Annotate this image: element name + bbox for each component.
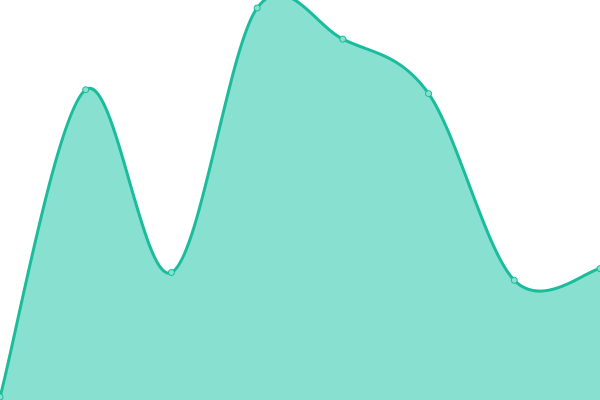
data-point (596, 265, 600, 273)
data-point (253, 4, 261, 12)
data-point (82, 86, 90, 94)
data-point (425, 90, 433, 98)
data-point (510, 276, 518, 284)
data-points (0, 4, 600, 400)
data-point (0, 393, 4, 400)
data-point (339, 35, 347, 43)
data-point (167, 269, 175, 277)
